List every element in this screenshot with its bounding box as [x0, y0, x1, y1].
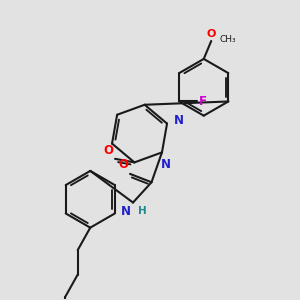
Text: O: O: [206, 28, 216, 39]
Text: O: O: [103, 144, 114, 157]
Text: N: N: [174, 114, 184, 127]
Text: N: N: [160, 158, 170, 171]
Text: H: H: [138, 206, 146, 216]
Text: CH₃: CH₃: [219, 35, 236, 44]
Text: O: O: [118, 158, 128, 172]
Text: N: N: [121, 205, 130, 218]
Text: F: F: [199, 95, 207, 108]
